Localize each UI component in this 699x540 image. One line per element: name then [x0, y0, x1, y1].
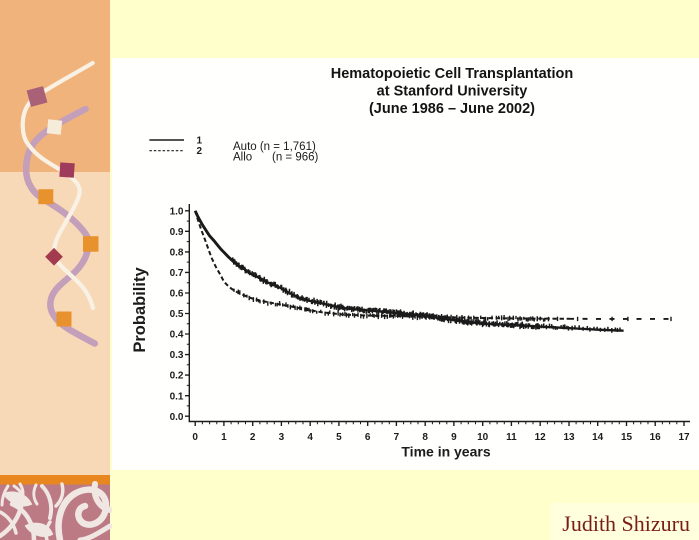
svg-text:11: 11 [506, 432, 517, 443]
svg-text:1.0: 1.0 [170, 206, 184, 217]
svg-text:at Stanford University: at Stanford University [377, 83, 528, 99]
svg-text:7: 7 [394, 432, 400, 443]
svg-text:0.8: 0.8 [170, 248, 184, 259]
svg-text:2: 2 [197, 146, 203, 157]
svg-text:10: 10 [477, 432, 489, 443]
svg-text:9: 9 [451, 432, 457, 443]
svg-text:17: 17 [678, 432, 690, 443]
svg-text:Probability: Probability [131, 267, 149, 353]
svg-text:2: 2 [250, 432, 256, 443]
svg-text:0.0: 0.0 [170, 412, 184, 423]
svg-text:Time in years: Time in years [401, 444, 490, 460]
svg-text:16: 16 [650, 432, 662, 443]
svg-text:Hematopoietic Cell Transplanta: Hematopoietic Cell Transplantation [331, 66, 574, 82]
svg-text:14: 14 [592, 432, 604, 443]
svg-text:4: 4 [307, 432, 313, 443]
svg-text:15: 15 [621, 432, 633, 443]
svg-text:0: 0 [192, 432, 198, 443]
svg-text:8: 8 [422, 432, 428, 443]
svg-text:0.6: 0.6 [170, 289, 184, 300]
svg-text:0.9: 0.9 [170, 227, 184, 238]
svg-text:6: 6 [365, 432, 371, 443]
svg-text:5: 5 [336, 432, 342, 443]
svg-text:0.2: 0.2 [170, 371, 184, 382]
svg-text:0.1: 0.1 [170, 391, 184, 402]
svg-text:Allo: Allo [233, 151, 252, 163]
svg-text:0.3: 0.3 [170, 350, 184, 361]
svg-text:(n = 966): (n = 966) [272, 151, 319, 163]
svg-text:0.7: 0.7 [170, 268, 184, 279]
svg-text:12: 12 [535, 432, 547, 443]
svg-text:13: 13 [563, 432, 575, 443]
svg-text:Auto (n = 1,761): Auto (n = 1,761) [233, 141, 316, 153]
svg-text:1: 1 [221, 432, 227, 443]
svg-text:(June 1986 – June 2002): (June 1986 – June 2002) [369, 101, 535, 117]
svg-text:0.5: 0.5 [170, 309, 184, 320]
svg-text:0.4: 0.4 [170, 330, 184, 341]
svg-text:1: 1 [197, 136, 203, 147]
svg-text:3: 3 [279, 432, 285, 443]
